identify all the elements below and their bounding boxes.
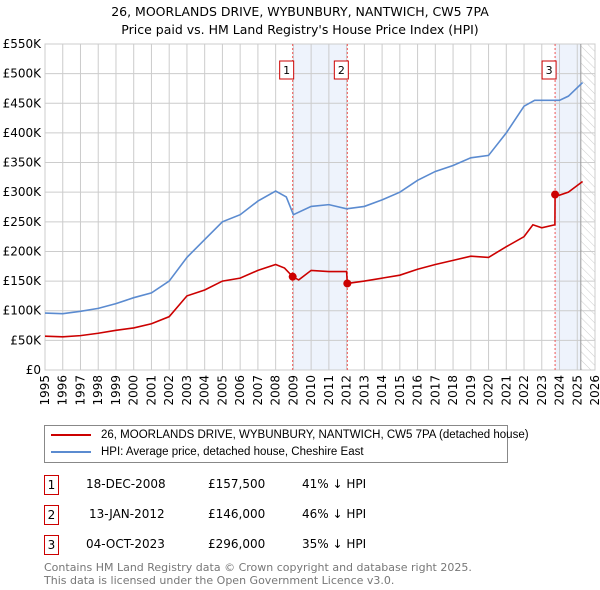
legend-swatch-hpi [51,451,91,453]
y-tick-label: £150K [3,274,43,288]
sale-label-box [541,60,557,80]
y-tick-label: £200K [3,244,43,258]
transaction-hpi: 35% ↓ HPI [302,537,367,551]
sale-point [551,190,560,199]
transaction-hpi: 46% ↓ HPI [302,507,367,521]
x-tick-label: 1996 [56,375,70,406]
y-tick-label: £450K [3,96,43,110]
x-tick-label: 2005 [215,375,229,406]
y-tick-label: £0 [26,363,41,377]
x-tick-label: 2026 [588,375,600,406]
transaction-marker: 2 [44,505,59,525]
x-tick-label: 2013 [357,375,371,406]
legend-label-property: 26, MOORLANDS DRIVE, WYBUNBURY, NANTWICH… [101,429,529,441]
x-tick-label: 1997 [73,375,87,406]
y-tick-label: £500K [3,67,43,81]
x-tick-label: 2010 [304,375,318,406]
sale-point [288,272,297,281]
x-tick-label: 2016 [411,375,425,406]
chart-title: 26, MOORLANDS DRIVE, WYBUNBURY, NANTWICH… [111,4,489,19]
y-tick-label: £300K [3,185,43,199]
x-tick-label: 1998 [91,375,105,406]
x-tick-label: 2025 [570,375,584,406]
transaction-marker: 3 [44,535,59,555]
y-tick-label: £550K [3,37,43,51]
sale-label: 1 [283,64,290,77]
x-tick-label: 2017 [428,375,442,406]
x-tick-label: 2024 [553,375,567,406]
y-tick-label: £100K [3,304,43,318]
transaction-price: £157,500 [208,477,266,491]
footer-line: Contains HM Land Registry data © Crown c… [44,561,472,574]
hpi-line [44,81,584,315]
x-tick-label: 2011 [322,375,336,406]
sale-label: 2 [338,64,345,77]
x-tick-label: 1995 [38,375,52,406]
x-tick-label: 2014 [375,375,389,406]
x-tick-label: 2012 [340,375,354,406]
x-tick-label: 2002 [162,375,176,406]
x-tick-label: 2020 [482,375,496,406]
footer: Contains HM Land Registry data © Crown c… [44,561,472,587]
transaction-price: £296,000 [208,537,266,551]
sale-label-box [279,60,295,80]
x-tick-label: 2021 [499,375,513,406]
y-tick-label: £50K [10,333,42,347]
x-tick-label: 2023 [535,375,549,406]
legend: 26, MOORLANDS DRIVE, WYBUNBURY, NANTWICH… [44,425,529,463]
x-tick-label: 1999 [109,375,123,406]
transaction-marker: 1 [44,475,59,495]
x-tick-label: 2019 [464,375,478,406]
x-tick-label: 2006 [233,375,247,406]
x-tick-label: 2022 [517,375,531,406]
footer-line: This data is licensed under the Open Gov… [44,574,395,587]
sale-label: 3 [546,64,553,77]
y-tick-label: £400K [3,126,43,140]
x-tick-label: 2007 [251,375,265,406]
legend-label-hpi: HPI: Average price, detached house, Ches… [101,446,364,458]
legend-swatch-property [51,434,91,436]
x-tick-label: 2000 [127,375,141,406]
x-tick-label: 2018 [446,375,460,406]
transaction-date: 04-OCT-2023 [86,537,165,551]
x-tick-label: 2009 [286,375,300,406]
x-tick-label: 2015 [393,375,407,406]
forecast-hatch [580,44,595,370]
sale-point [343,279,352,288]
transaction-date: 18-DEC-2008 [86,477,166,491]
x-tick-label: 2003 [180,375,194,406]
x-tick-label: 2008 [269,375,283,406]
property-line [44,180,584,338]
y-tick-label: £350K [3,156,43,170]
price-chart: 26, MOORLANDS DRIVE, WYBUNBURY, NANTWICH… [3,4,600,406]
x-tick-label: 2001 [144,375,158,406]
transaction-date: 13-JAN-2012 [89,507,165,521]
y-tick-label: £250K [3,215,43,229]
x-tick-label: 2004 [198,375,212,406]
chart-subtitle: Price paid vs. HM Land Registry's House … [121,22,478,37]
transaction-price: £146,000 [208,507,266,521]
transaction-hpi: 41% ↓ HPI [302,477,367,491]
sale-label-box [333,60,349,80]
